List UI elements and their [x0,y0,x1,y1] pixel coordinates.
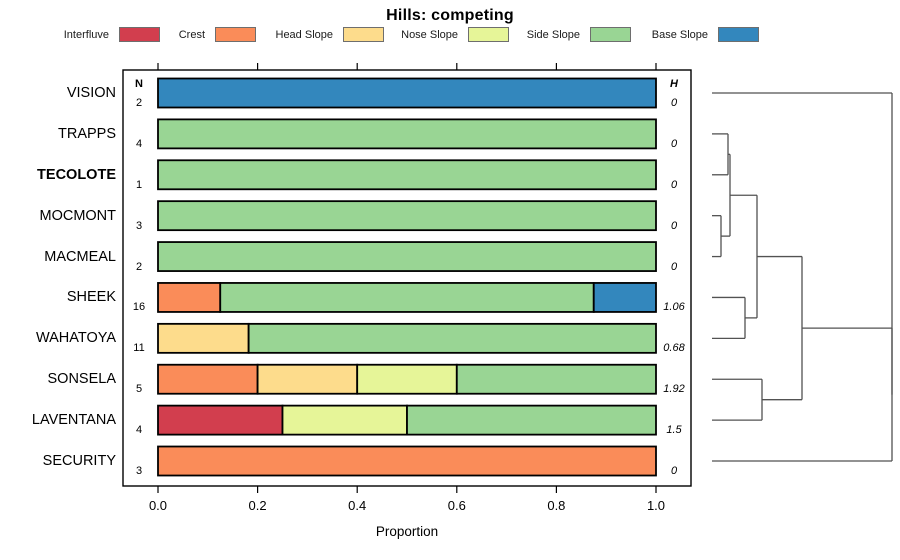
legend-label: Crest [178,29,205,41]
bar-segment [157,77,657,109]
row-h-value: 0 [670,137,678,150]
legend-swatch [468,27,509,42]
row-label: MOCMONT [39,207,116,224]
legend-label: Head Slope [275,29,334,41]
n-column-header: N [135,78,143,90]
legend-swatch [343,27,384,42]
row-n-value: 3 [135,465,143,477]
row-n-value: 1 [135,178,143,191]
row-n-value: 4 [135,137,143,150]
bar-segment [281,404,408,436]
bar-segment [406,404,657,436]
row-label: SECURITY [42,453,116,469]
row-n-value: 4 [135,424,143,437]
row-label: TECOLOTE [37,166,116,183]
row-h-value: 0 [670,178,678,191]
legend-swatch [119,27,160,42]
bar-segment [157,200,657,232]
bar-segment [455,363,657,395]
row-h-value: 0 [670,465,678,477]
x-tick-label: 0.6 [447,498,466,513]
row-h-value: 1.92 [663,383,685,396]
legend-swatch [215,27,256,42]
bar-segment [157,118,657,150]
x-tick-label: 0.8 [547,498,566,513]
row-h-value: 0 [670,97,678,109]
row-n-value: 3 [135,219,143,232]
row-label: TRAPPS [57,125,116,142]
legend-label: Base Slope [651,29,708,41]
row-h-value: 1.06 [663,301,685,314]
row-n-value: 2 [135,97,143,109]
legend-label: Nose Slope [401,29,458,41]
row-n-value: 11 [133,342,145,355]
row-label: MACMEAL [44,248,116,265]
bar-segment [256,363,359,395]
row-h-value: 0.68 [663,342,685,355]
chart-title: Hills: competing [386,7,514,24]
row-n-value: 16 [132,301,146,314]
x-tick-label: 0.2 [248,498,267,513]
plot-border [122,69,692,487]
legend-swatch [590,27,631,42]
row-label: SONSELA [47,371,117,388]
row-h-value: 0 [670,219,678,232]
bar-segment [157,363,259,395]
bar-segment [592,282,657,313]
row-label: LAVENTANA [31,412,116,429]
row-n-value: 2 [135,260,143,273]
h-column-header: H [670,78,678,90]
row-label: VISION [66,85,116,101]
bar-segment [157,282,222,313]
row-label: SHEEK [66,289,116,306]
x-axis-title: Proportion [375,524,439,539]
row-h-value: 0 [670,260,678,273]
bar-segment [157,322,250,354]
bar-segment [157,404,284,436]
bar-segment [157,445,657,477]
x-tick-label: 0.0 [148,498,168,513]
x-tick-label: 1.0 [646,498,666,513]
legend-swatch [718,27,759,42]
bar-segment [157,241,657,272]
x-tick-label: 0.4 [348,498,367,513]
row-h-value: 1.5 [666,424,682,437]
legend-label: Interfluve [63,29,109,41]
bar-segment [356,363,458,395]
bar-segment [247,322,657,354]
bar-segment [157,159,657,191]
row-n-value: 5 [135,383,143,396]
legend-label: Side Slope [526,29,580,41]
row-label: WAHATOYA [35,330,116,347]
bar-segment [219,282,595,313]
